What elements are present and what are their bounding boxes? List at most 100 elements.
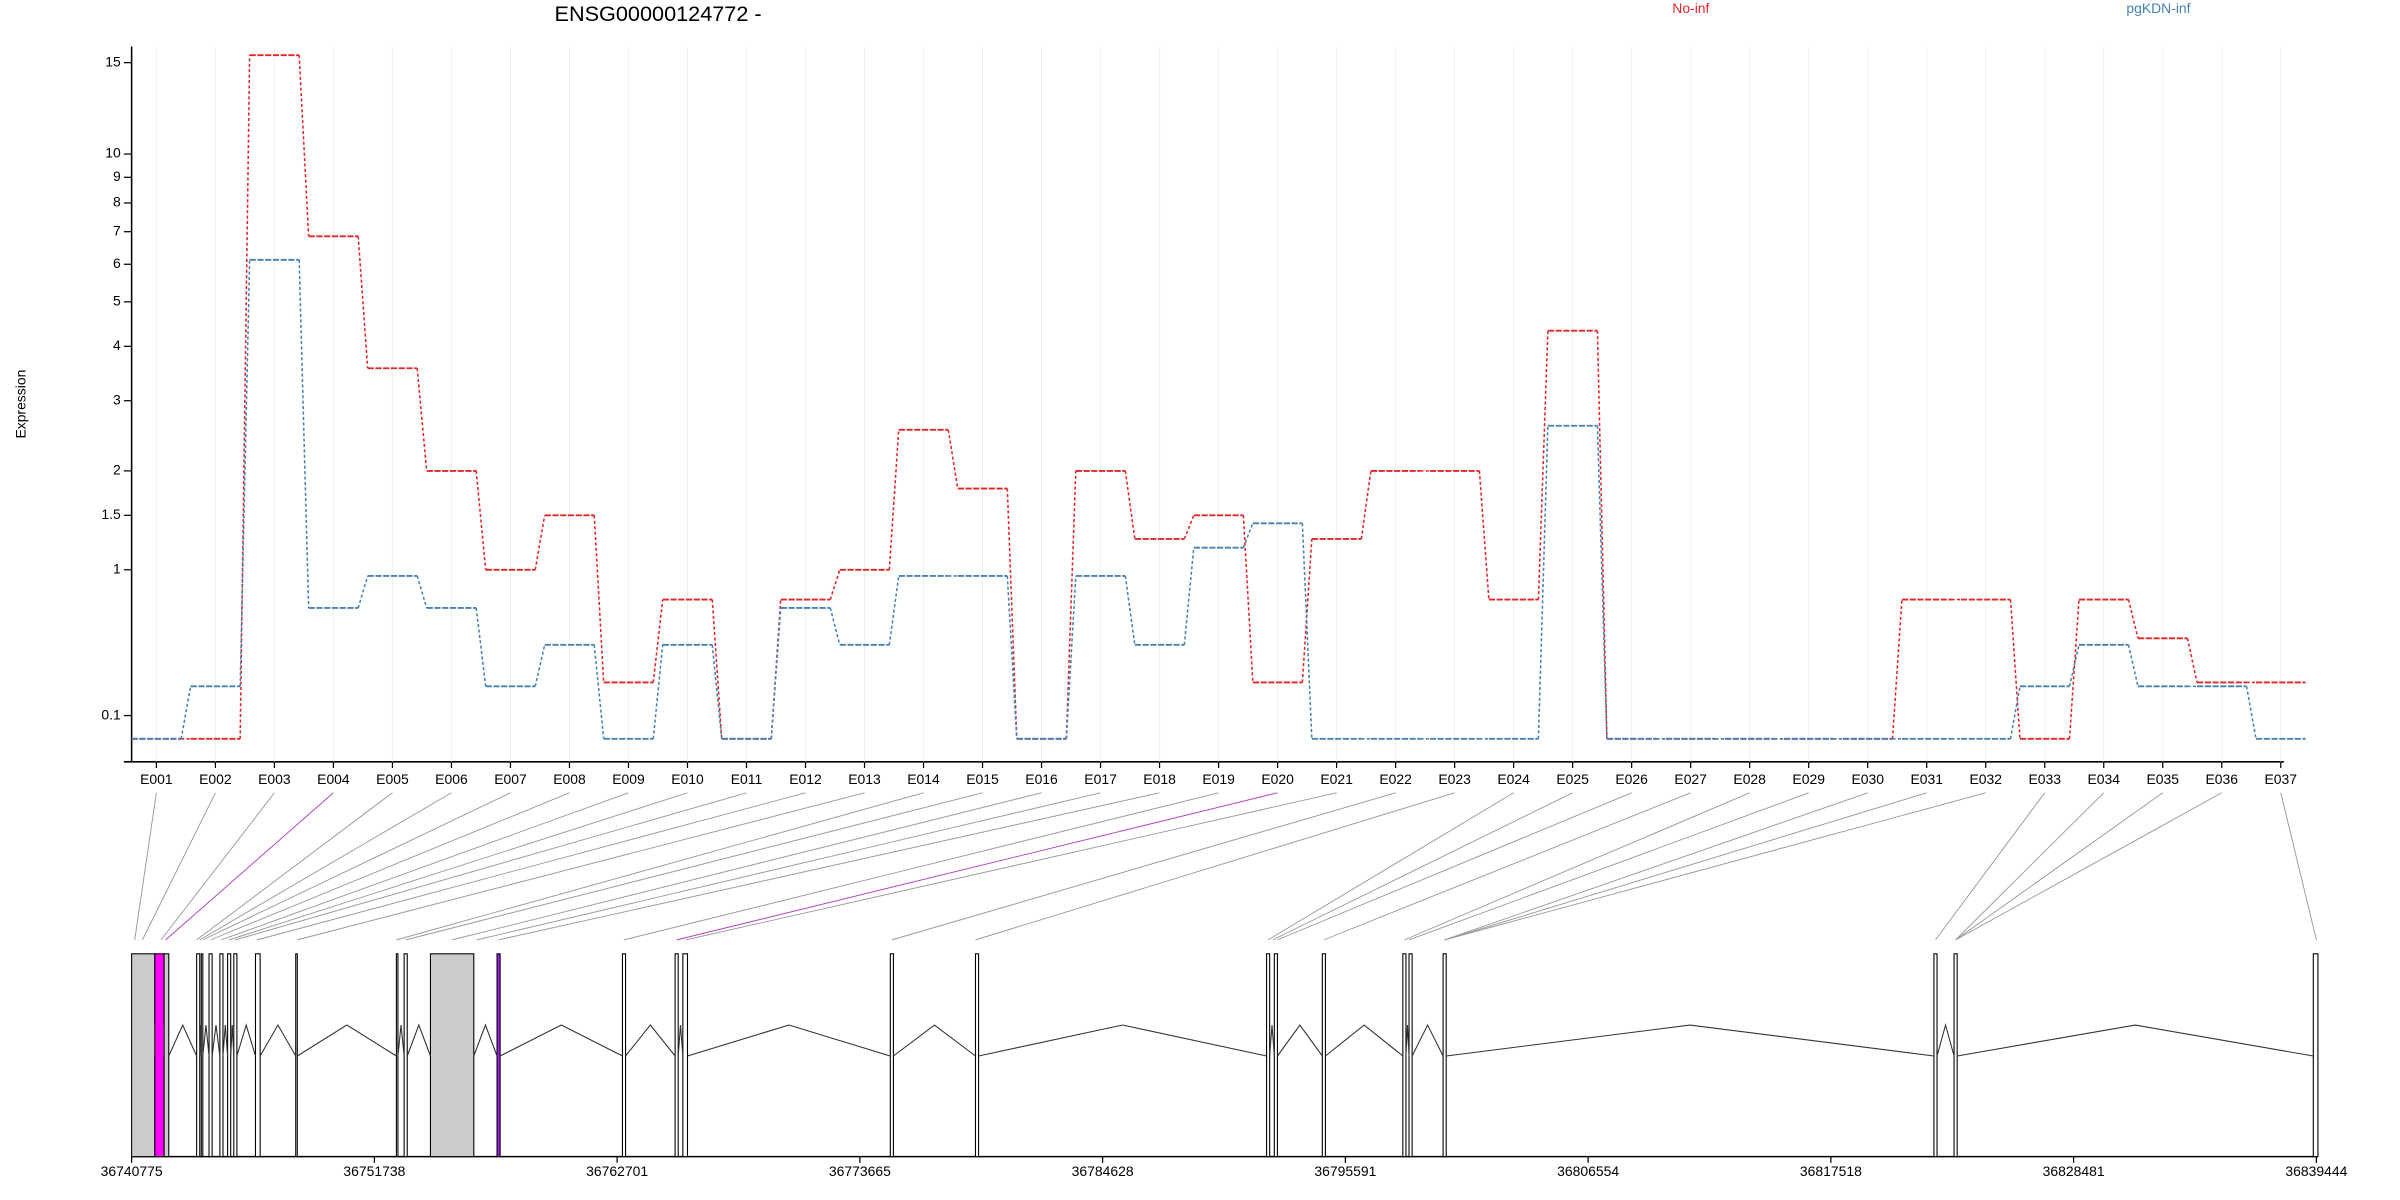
exon-box xyxy=(295,953,298,1158)
x-tick-label: E025 xyxy=(1556,771,1589,787)
intron xyxy=(259,1023,297,1057)
connector xyxy=(2127,644,2139,687)
y-tick-label: 1 xyxy=(113,560,121,576)
connector xyxy=(1065,470,1077,739)
exon-link xyxy=(452,792,1042,941)
connector xyxy=(298,259,310,608)
connector xyxy=(1124,470,1136,539)
exon-box xyxy=(974,953,980,1158)
connector xyxy=(534,515,546,570)
intron xyxy=(202,1024,210,1057)
genome-tick-label: 36828481 xyxy=(2043,1163,2105,1179)
exon-link xyxy=(210,792,570,941)
intron xyxy=(1957,1024,2314,1057)
exon-box xyxy=(1442,953,1447,1158)
intron xyxy=(211,1024,221,1057)
genome-tick-label: 36740775 xyxy=(101,1163,163,1179)
connector xyxy=(1301,538,1313,683)
connector xyxy=(2245,686,2257,739)
exon-box xyxy=(496,953,501,1158)
connector xyxy=(1065,575,1077,739)
connector xyxy=(1596,330,1608,739)
connector xyxy=(357,575,369,609)
exon-link xyxy=(1267,792,1514,941)
x-tick-label: E024 xyxy=(1497,771,1530,787)
intron xyxy=(1446,1024,1935,1057)
connector xyxy=(652,644,664,739)
y-tick-label: 10 xyxy=(105,145,121,161)
exon-link xyxy=(165,792,334,941)
y-tick-label: 15 xyxy=(105,53,121,69)
x-tick-label: E010 xyxy=(671,771,704,787)
genome-tick-label: 36817518 xyxy=(1800,1163,1862,1179)
x-tick-label: E032 xyxy=(1969,771,2002,787)
exon-link xyxy=(476,792,1101,941)
x-tick-label: E005 xyxy=(376,771,409,787)
y-tick-label: 7 xyxy=(113,222,121,238)
x-tick-label: E014 xyxy=(907,771,940,787)
exon-link xyxy=(1935,792,2046,941)
intron xyxy=(236,1023,257,1057)
exon-box xyxy=(1933,953,1938,1158)
connector xyxy=(1360,470,1372,539)
x-tick-label: E021 xyxy=(1320,771,1353,787)
intron xyxy=(1269,1024,1275,1057)
exon-link xyxy=(160,792,275,941)
y-tick-label: 9 xyxy=(113,168,121,184)
exon-link xyxy=(2280,792,2317,940)
connector xyxy=(770,607,782,739)
exon-link xyxy=(498,792,1160,941)
connector xyxy=(1124,575,1136,645)
connector xyxy=(711,644,723,739)
intron xyxy=(625,1024,676,1057)
exon-link xyxy=(676,792,1278,941)
x-tick-label: E037 xyxy=(2265,771,2298,787)
intron xyxy=(1276,1024,1323,1057)
y-tick-label: 6 xyxy=(113,255,121,271)
genome-tick-label: 36839444 xyxy=(2285,1163,2347,1179)
exon-link xyxy=(1955,792,2105,941)
y-tick-label: 0.1 xyxy=(101,706,121,722)
exon-link xyxy=(221,792,629,941)
x-tick-label: E018 xyxy=(1143,771,1176,787)
exon-box xyxy=(621,953,627,1158)
connector xyxy=(829,607,841,646)
exon-box xyxy=(429,953,475,1158)
x-tick-label: E036 xyxy=(2206,771,2239,787)
legend-label: No-inf xyxy=(1672,0,1709,16)
exon-link xyxy=(623,792,1219,941)
x-tick-label: E002 xyxy=(199,771,232,787)
intron xyxy=(1405,1025,1410,1057)
exon-link xyxy=(297,792,865,941)
connector xyxy=(1006,488,1018,739)
exon-link xyxy=(199,792,452,941)
x-tick-label: E027 xyxy=(1674,771,1707,787)
exon-link xyxy=(1444,792,1986,941)
exon-box xyxy=(1321,953,1326,1158)
genome-tick-label: 36784628 xyxy=(1072,1163,1134,1179)
intron xyxy=(406,1023,431,1057)
exon-link xyxy=(196,792,393,941)
exon-link xyxy=(1444,792,1868,941)
connector xyxy=(1183,515,1195,540)
intron xyxy=(499,1024,623,1057)
exon-link xyxy=(1408,792,1809,941)
x-tick-label: E029 xyxy=(1792,771,1825,787)
x-tick-label: E033 xyxy=(2028,771,2061,787)
connector xyxy=(475,470,487,570)
y-tick-label: 3 xyxy=(113,391,121,407)
x-tick-label: E004 xyxy=(317,771,350,787)
y-axis-label: Expression xyxy=(12,370,28,439)
intron xyxy=(1936,1022,1955,1057)
connector xyxy=(2127,599,2139,639)
connector xyxy=(2009,686,2021,739)
intron xyxy=(168,1023,198,1057)
connector xyxy=(2009,599,2021,739)
connector xyxy=(2068,644,2080,687)
connector xyxy=(947,429,959,489)
exon-link xyxy=(256,792,806,941)
x-tick-label: E013 xyxy=(848,771,881,787)
connector xyxy=(652,599,664,683)
x-tick-label: E022 xyxy=(1379,771,1412,787)
